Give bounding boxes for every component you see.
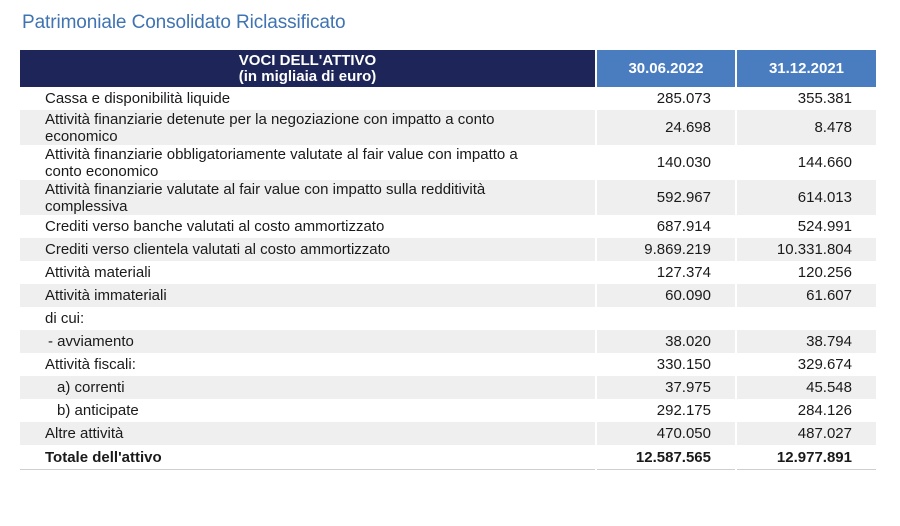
row-label: Attività finanziarie detenute per la neg…	[20, 110, 596, 145]
row-label: Attività finanziarie obbligatoriamente v…	[20, 145, 596, 180]
row-value-2021: 329.674	[735, 353, 876, 376]
row-value-2021: 45.548	[735, 376, 876, 399]
row-label: - avviamento	[20, 330, 596, 353]
balance-sheet-table: VOCI DELL'ATTIVO (in migliaia di euro) 3…	[20, 50, 876, 470]
row-value-2021	[735, 307, 876, 330]
row-value-2022: 687.914	[595, 215, 736, 238]
table-row: Attività immateriali 60.090 61.607	[20, 284, 876, 307]
row-value-2021: 487.027	[735, 422, 876, 445]
row-value-2022: 285.073	[595, 87, 736, 110]
row-label: Cassa e disponibilità liquide	[20, 87, 596, 110]
column-header-date-2021: 31.12.2021	[735, 50, 876, 87]
table-row: b) anticipate 292.175 284.126	[20, 399, 876, 422]
row-label: Attività immateriali	[20, 284, 596, 307]
table-row: Altre attività 470.050 487.027	[20, 422, 876, 445]
total-label: Totale dell'attivo	[20, 445, 596, 470]
table-row: - avviamento 38.020 38.794	[20, 330, 876, 353]
row-value-2021: 355.381	[735, 87, 876, 110]
table-row: Attività fiscali: 330.150 329.674	[20, 353, 876, 376]
row-value-2022: 9.869.219	[595, 238, 736, 261]
row-value-2022: 38.020	[595, 330, 736, 353]
row-label: b) anticipate	[20, 399, 596, 422]
column-header-date-2022: 30.06.2022	[595, 50, 736, 87]
row-value-2021: 524.991	[735, 215, 876, 238]
row-value-2022: 60.090	[595, 284, 736, 307]
table-row: Attività finanziarie detenute per la neg…	[20, 110, 876, 145]
row-value-2022: 37.975	[595, 376, 736, 399]
row-label: Attività finanziarie valutate al fair va…	[20, 180, 596, 215]
total-value-2021: 12.977.891	[735, 445, 876, 470]
row-label: Attività materiali	[20, 261, 596, 284]
row-value-2022: 330.150	[595, 353, 736, 376]
table-header-row: VOCI DELL'ATTIVO (in migliaia di euro) 3…	[20, 50, 876, 87]
total-value-2022: 12.587.565	[595, 445, 736, 470]
row-value-2022: 592.967	[595, 180, 736, 215]
row-value-2022: 292.175	[595, 399, 736, 422]
row-value-2022: 24.698	[595, 110, 736, 145]
row-value-2022: 470.050	[595, 422, 736, 445]
row-value-2021: 284.126	[735, 399, 876, 422]
row-value-2021: 38.794	[735, 330, 876, 353]
row-label: Crediti verso clientela valutati al cost…	[20, 238, 596, 261]
row-value-2021: 144.660	[735, 145, 876, 180]
row-value-2021: 614.013	[735, 180, 876, 215]
column-header-items-unit: (in migliaia di euro)	[238, 67, 377, 85]
table-row: Attività finanziarie valutate al fair va…	[20, 180, 876, 215]
table-row: Crediti verso banche valutati al costo a…	[20, 215, 876, 238]
row-label: Attività fiscali:	[20, 353, 596, 376]
table-row: Attività materiali 127.374 120.256	[20, 261, 876, 284]
row-value-2021: 61.607	[735, 284, 876, 307]
row-value-2021: 10.331.804	[735, 238, 876, 261]
row-value-2021: 8.478	[735, 110, 876, 145]
row-value-2022: 140.030	[595, 145, 736, 180]
row-label: di cui:	[20, 307, 596, 330]
page-title: Patrimoniale Consolidato Riclassificato	[22, 12, 346, 33]
column-header-items-title: VOCI DELL'ATTIVO	[238, 51, 377, 69]
row-value-2022	[595, 307, 736, 330]
row-label: Altre attività	[20, 422, 596, 445]
row-value-2022: 127.374	[595, 261, 736, 284]
row-label: a) correnti	[20, 376, 596, 399]
table-row: Cassa e disponibilità liquide 285.073 35…	[20, 87, 876, 110]
table-row: Crediti verso clientela valutati al cost…	[20, 238, 876, 261]
row-value-2021: 120.256	[735, 261, 876, 284]
table-row: Attività finanziarie obbligatoriamente v…	[20, 145, 876, 180]
row-label: Crediti verso banche valutati al costo a…	[20, 215, 596, 238]
column-header-items: VOCI DELL'ATTIVO (in migliaia di euro)	[20, 50, 596, 87]
table-row: a) correnti 37.975 45.548	[20, 376, 876, 399]
table-row: di cui:	[20, 307, 876, 330]
total-row: Totale dell'attivo 12.587.565 12.977.891	[20, 445, 876, 470]
